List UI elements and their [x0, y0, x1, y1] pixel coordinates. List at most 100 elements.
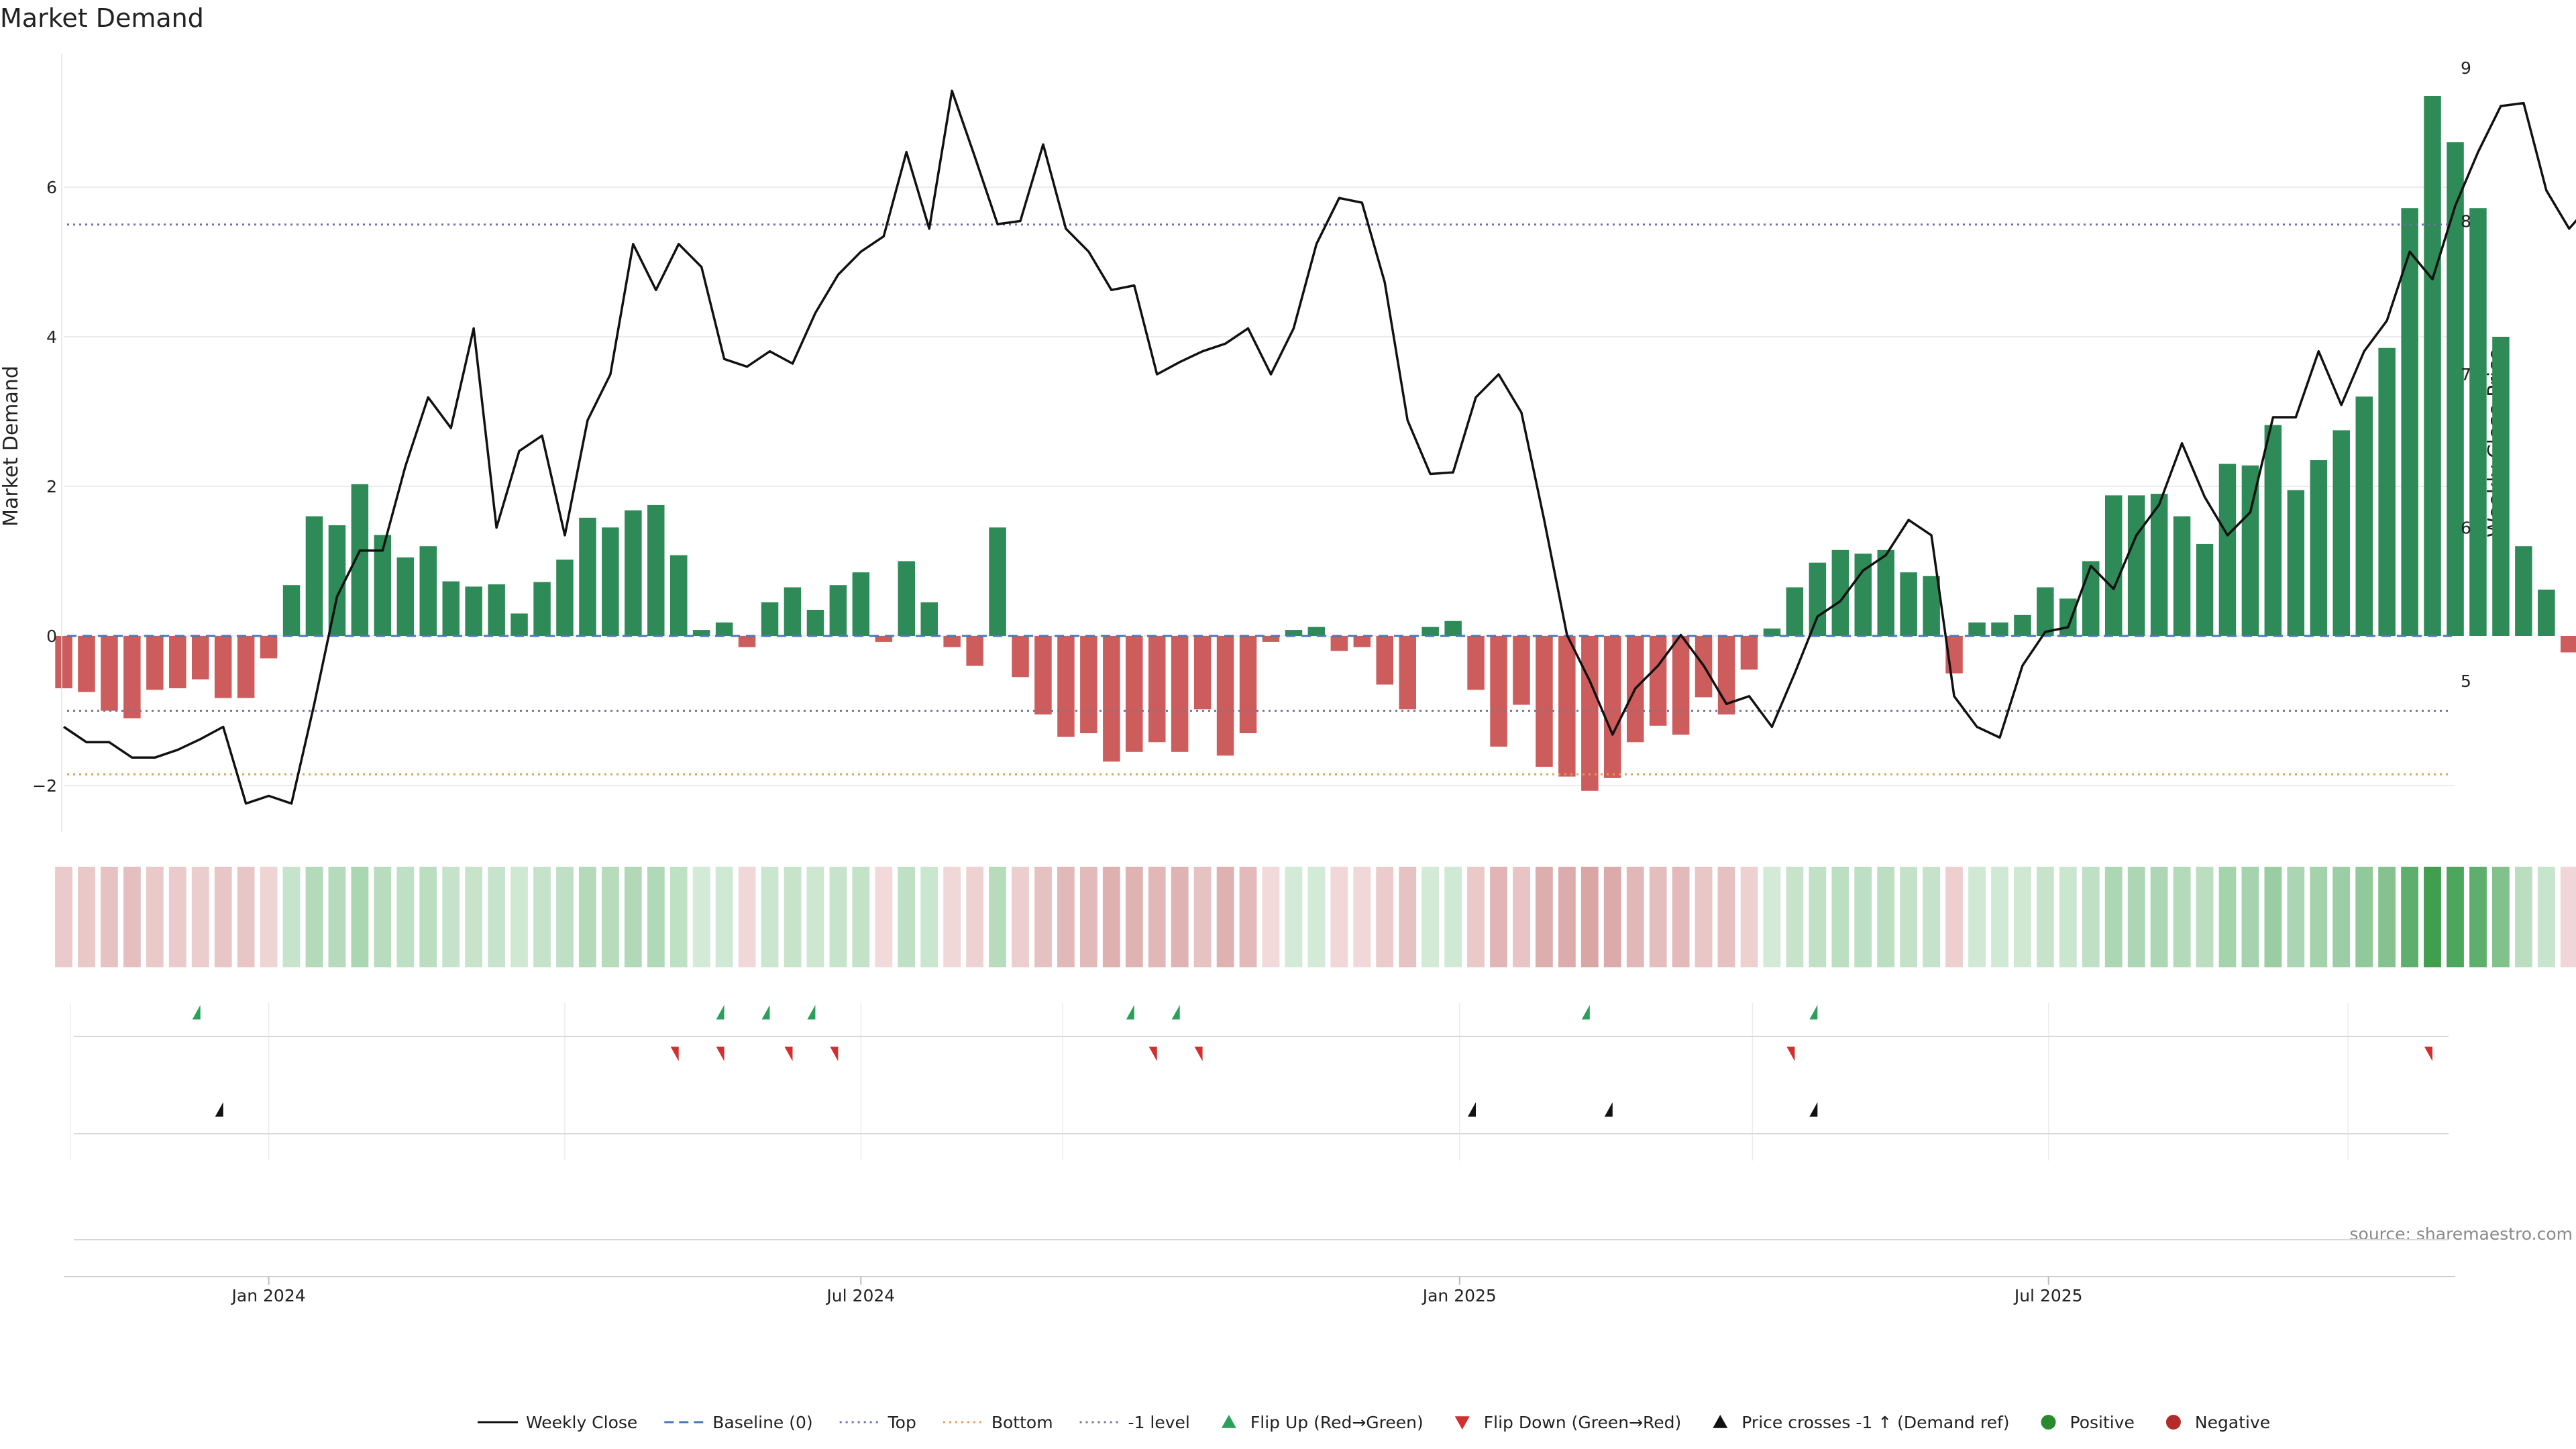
demand-bar — [715, 622, 733, 636]
y2-tick-label: 7 — [2461, 365, 2471, 384]
flip-up-marker — [761, 1005, 770, 1020]
y2-tick-label: 9 — [2461, 58, 2471, 78]
heat-strip-cell — [1148, 867, 1166, 967]
heat-strip-cell — [1558, 867, 1576, 967]
heat-strip-cell — [2127, 867, 2145, 967]
heat-strip-cell — [1991, 867, 2008, 967]
legend-label: Flip Down (Green→Red) — [1484, 1413, 1682, 1432]
heat-strip-cell — [1080, 867, 1097, 967]
heat-strip-cell — [1353, 867, 1371, 967]
y-tick-label: 6 — [46, 178, 57, 197]
heat-strip-cell — [123, 867, 141, 967]
demand-bar — [1126, 636, 1143, 752]
heat-strip-cell — [1626, 867, 1644, 967]
heat-strip-cell — [579, 867, 596, 967]
heat-strip-cell — [2241, 867, 2259, 967]
heat-strip-cell — [2014, 867, 2031, 967]
price-cross-marker — [1468, 1102, 1477, 1117]
heat-strip-cell — [2082, 867, 2100, 967]
weekly-close-line — [63, 89, 2576, 805]
heat-strip-cell — [2332, 867, 2351, 967]
x-tick-label: Jul 2024 — [825, 1286, 895, 1305]
heat-strip-cell — [305, 867, 323, 967]
demand-bar — [1193, 636, 1212, 710]
heat-strip-cell — [2401, 867, 2418, 967]
flip-down-marker — [716, 1046, 724, 1061]
weekly-close-layer — [63, 89, 2576, 805]
heat-strip-cell — [511, 867, 528, 967]
demand-bar — [1216, 636, 1234, 756]
demand-bar — [237, 636, 255, 698]
demand-bar — [966, 636, 983, 666]
demand-bar — [2105, 495, 2123, 636]
heat-strip-cell — [1513, 867, 1530, 967]
heat-strip-cell — [1330, 867, 1348, 967]
heat-strip-cell — [1945, 867, 1963, 967]
demand-bar — [1444, 621, 1462, 636]
heat-strip-cell — [2218, 867, 2237, 967]
y2-tick-label: 8 — [2461, 212, 2471, 231]
demand-bar — [55, 636, 72, 688]
heat-strip-cell — [1034, 867, 1052, 967]
demand-bar — [1786, 587, 1804, 636]
legend-label: Negative — [2195, 1413, 2270, 1432]
demand-bar — [2082, 561, 2100, 636]
heat-strip-cell — [669, 867, 688, 967]
demand-bar — [2332, 430, 2350, 636]
heat-strip-cell — [1536, 867, 1553, 967]
heat-strip-cell — [260, 867, 278, 967]
demand-bar — [1467, 636, 1485, 690]
heat-strip-cell — [829, 867, 847, 967]
heat-strip-cell — [55, 867, 72, 967]
price-cross-marker — [215, 1102, 223, 1117]
demand-bar — [1672, 636, 1690, 735]
heat-strip-cell — [1490, 867, 1507, 967]
legend-swatch — [2041, 1415, 2056, 1430]
flip-down-marker — [784, 1046, 793, 1061]
heat-strip-cell — [1102, 867, 1120, 967]
demand-bar — [1307, 627, 1326, 636]
heat-strip-cell — [784, 867, 802, 967]
demand-bar — [1763, 628, 1781, 637]
heat-strip-cell — [1376, 867, 1394, 967]
heat-strip-cell — [1786, 867, 1804, 967]
legend: Weekly Close Baseline (0) Top Bottom -1 leve… — [478, 1413, 2270, 1432]
heat-strip-cell — [1877, 867, 1895, 967]
heat-strip-cell — [898, 867, 916, 967]
demand-bar — [1080, 636, 1097, 733]
heat-strip-cell — [920, 867, 938, 967]
demand-bar — [146, 636, 164, 690]
demand-bar — [920, 602, 938, 636]
demand-bar — [1034, 636, 1052, 715]
chart-title: Market Demand — [0, 3, 204, 33]
heat-strip-cell — [1125, 867, 1143, 967]
heat-strip-cell — [1171, 867, 1189, 967]
demand-bar — [1809, 562, 1827, 636]
legend-label: Weekly Close — [526, 1413, 637, 1432]
legend-label: Positive — [2070, 1413, 2135, 1432]
heat-strip-cell — [214, 867, 232, 967]
demand-bar — [2492, 337, 2510, 636]
flip-down-marker — [1148, 1046, 1157, 1061]
legend-label: Flip Up (Red→Green) — [1250, 1413, 1424, 1432]
demand-bar — [989, 527, 1006, 636]
heat-strip-cell — [191, 867, 209, 967]
demand-bar — [1536, 636, 1553, 767]
demand-bar — [2127, 495, 2145, 636]
price-cross-marker — [1809, 1102, 1818, 1117]
demand-bar — [1376, 636, 1393, 685]
heat-strip-cell — [624, 867, 642, 967]
demand-bar — [488, 584, 505, 636]
heat-strip-cell — [78, 867, 95, 967]
demand-bar — [2173, 516, 2191, 636]
demand-bar — [2561, 636, 2576, 653]
demand-bar — [670, 555, 688, 636]
demand-bar — [625, 510, 642, 636]
heat-strip-cell — [488, 867, 505, 967]
demand-bar — [396, 557, 415, 636]
heat-strip-cell — [2173, 867, 2191, 967]
heat-strip-cell — [1649, 867, 1667, 967]
heat-strip-cell — [2310, 867, 2328, 967]
heat-strip-cell — [2355, 867, 2373, 967]
heat-strip-cell — [2469, 867, 2487, 967]
